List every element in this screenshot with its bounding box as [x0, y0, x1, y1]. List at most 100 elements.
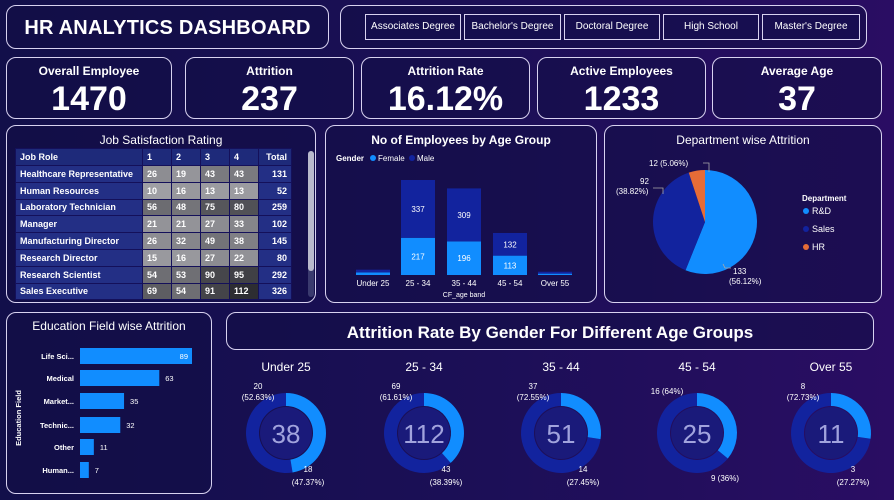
- donut-female-value: 14: [579, 465, 588, 474]
- donut-female-segment: [831, 393, 871, 439]
- table-row[interactable]: Laboratory Technician 56 48 75 80 259: [15, 198, 292, 217]
- rating-cell: 43: [200, 165, 230, 183]
- donut-female-pct: (27.27%): [837, 478, 870, 487]
- education-slicer: Associates Degree Bachelor's Degree Doct…: [340, 5, 867, 49]
- slice-label-sales-value: 92: [640, 177, 649, 186]
- rating-cell: 91: [200, 282, 230, 301]
- pie-slice-hr: [688, 170, 705, 222]
- kpi-value: 16.12%: [387, 80, 504, 118]
- bar-label-male: 309: [457, 211, 471, 220]
- bar-male: [447, 188, 481, 242]
- donut-female-pct: (38.39%): [430, 478, 463, 487]
- age-group-chart: Gender Female Male Under 25 217 337 25 - 34 196…: [336, 154, 572, 299]
- total-cell: 145: [258, 232, 292, 250]
- kpi-value: 1233: [583, 80, 660, 118]
- x-tick-label: Under 25: [357, 279, 390, 288]
- edu-category-label: Technic...: [40, 421, 74, 430]
- donut-male-pct: (72.55%): [517, 393, 550, 402]
- legend-marker: [803, 244, 809, 250]
- column-header[interactable]: 3: [200, 148, 230, 166]
- donut-group-title: Over 55: [810, 360, 853, 374]
- table-row[interactable]: Sales Executive 69 54 91 112 326: [15, 282, 292, 301]
- donut-hole: [805, 407, 857, 459]
- table-row[interactable]: Manager 21 21 27 33 102: [15, 215, 292, 234]
- rating-cell: 95: [229, 265, 259, 284]
- rating-cell: 80: [229, 198, 259, 217]
- rating-cell: 10: [142, 181, 172, 200]
- table-row[interactable]: Manufacturing Director 26 32 49 38 145: [15, 232, 292, 250]
- pie-slice-sales: [653, 172, 705, 271]
- column-header[interactable]: 4: [229, 148, 259, 166]
- job-role-cell: Manufacturing Director: [15, 232, 143, 250]
- column-header[interactable]: Job Role: [15, 148, 143, 166]
- slicer-option-doctoral[interactable]: Doctoral Degree: [564, 14, 660, 40]
- kpi-label: Active Employees: [570, 64, 673, 78]
- donut-female-value: 18: [304, 465, 313, 474]
- slicer-option-associates[interactable]: Associates Degree: [365, 14, 461, 40]
- table-row[interactable]: Research Scientist 54 53 90 95 292: [15, 265, 292, 284]
- edu-bar: [80, 370, 160, 386]
- donut-male-pct: (72.73%): [787, 393, 820, 402]
- rating-cell: 26: [142, 232, 172, 250]
- bar-male: [356, 269, 390, 273]
- table-row[interactable]: Healthcare Representative 26 19 43 43 131: [15, 165, 292, 183]
- donut-group-title: 25 - 34: [405, 360, 443, 374]
- column-header[interactable]: Total: [258, 148, 292, 166]
- total-cell: 80: [258, 248, 292, 267]
- education-field-chart: Life Sci... 89 Medical 63 Market... 35 Technic…: [14, 348, 192, 478]
- pie-slice-rd: [685, 170, 757, 274]
- donut-male-segment: [384, 393, 451, 473]
- bar-female: [356, 272, 390, 275]
- donut-male-segment: [521, 393, 601, 473]
- total-cell: 259: [258, 198, 292, 217]
- edu-value-label: 63: [165, 374, 173, 383]
- rating-cell: 13: [200, 181, 230, 200]
- table-scrollbar[interactable]: [308, 151, 314, 297]
- column-header[interactable]: 1: [142, 148, 172, 166]
- x-tick-label: 35 - 44: [452, 279, 477, 288]
- table-row[interactable]: Research Director 15 16 27 22 80: [15, 248, 292, 267]
- slicer-option-high-school[interactable]: High School: [663, 14, 759, 40]
- donut-male-value: 20: [254, 382, 263, 391]
- age-chart-title: No of Employees by Age Group: [371, 133, 551, 147]
- donut-female-segment: [424, 392, 465, 463]
- legend-marker: [803, 208, 809, 214]
- donut-male-value: 37: [529, 382, 538, 391]
- table-header-row: Job Role 1 2 3 4 Total: [15, 148, 292, 166]
- table-row[interactable]: Human Resources 10 16 13 13 52: [15, 181, 292, 200]
- edu-category-label: Market...: [44, 397, 74, 406]
- job-role-cell: Healthcare Representative: [15, 165, 143, 183]
- donut-male-value: 69: [392, 382, 401, 391]
- job-satisfaction-card: Job Satisfaction Rating Job Role 1 2 3 4…: [6, 125, 316, 303]
- scrollbar-thumb[interactable]: [308, 151, 314, 271]
- rating-cell: 21: [171, 215, 201, 234]
- job-role-cell: Manager: [15, 215, 143, 234]
- x-tick-label: Over 55: [541, 279, 570, 288]
- dept-chart-title: Department wise Attrition: [676, 133, 810, 147]
- slice-label-rnd-pct: (56.12%): [729, 277, 762, 286]
- donut-group-title: 45 - 54: [678, 360, 716, 374]
- slicer-option-masters[interactable]: Master's Degree: [762, 14, 860, 40]
- rating-cell: 75: [200, 198, 230, 217]
- donut-female-segment: [697, 393, 738, 459]
- job-role-cell: Research Scientist: [15, 265, 143, 284]
- kpi-label: Attrition: [246, 64, 293, 78]
- kpi-value: 1470: [51, 80, 127, 118]
- legend-female-marker: [370, 155, 376, 161]
- legend-title: Department: [802, 194, 847, 203]
- donut-male-value: 16 (64%): [651, 387, 684, 396]
- donut-group-title: 35 - 44: [542, 360, 580, 374]
- rating-cell: 16: [171, 181, 201, 200]
- donut-male-segment: [791, 393, 871, 473]
- rating-cell: 27: [200, 215, 230, 234]
- bar-male: [538, 271, 572, 274]
- kpi-active-employees: Active Employees 1233: [537, 57, 706, 119]
- kpi-attrition: Attrition 237: [185, 57, 354, 119]
- slicer-option-bachelors[interactable]: Bachelor's Degree: [464, 14, 561, 40]
- kpi-label: Attrition Rate: [407, 64, 484, 78]
- column-header[interactable]: 2: [171, 148, 201, 166]
- total-cell: 326: [258, 282, 292, 301]
- legend-marker: [803, 226, 809, 232]
- leader-line: [722, 263, 731, 269]
- leader-line: [703, 162, 710, 172]
